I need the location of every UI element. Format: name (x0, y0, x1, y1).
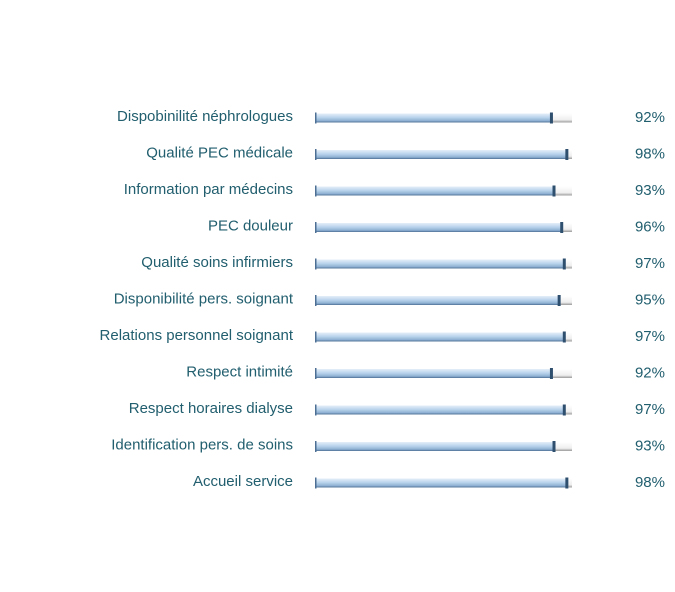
value-label: 92% (635, 109, 665, 126)
category-label: Information par médecins (124, 181, 293, 198)
value-label: 92% (635, 364, 665, 381)
bar-cap (315, 295, 317, 306)
value-label: 98% (635, 474, 665, 491)
bar-cap (315, 185, 317, 197)
category-label: Identification pers. de soins (111, 436, 293, 453)
value-label: 96% (635, 218, 665, 235)
value-label: 97% (635, 255, 665, 272)
bar-cap (315, 331, 317, 343)
bar-end (565, 149, 569, 160)
bar-cap (315, 149, 317, 160)
category-label: Accueil service (193, 473, 293, 490)
value-label: 95% (635, 291, 665, 308)
bar-cap (315, 368, 317, 379)
bar (315, 113, 552, 123)
category-label: Disponibilité pers. soignant (114, 290, 294, 307)
bar (315, 296, 560, 305)
value-label: 93% (635, 182, 665, 199)
value-label: 98% (635, 145, 665, 162)
bar-end (565, 477, 569, 489)
value-label: 93% (635, 437, 665, 454)
bar-cap (315, 477, 317, 489)
bar (315, 186, 555, 196)
bar (315, 150, 567, 159)
bar-cap (315, 441, 317, 452)
category-label: Dispobinilité néphrologues (117, 108, 293, 125)
bar-end (560, 222, 564, 233)
bar (315, 405, 565, 415)
bar-end (549, 112, 553, 124)
bar-end (562, 331, 566, 343)
bar-end (552, 441, 556, 452)
bar-end (552, 185, 556, 197)
bar (315, 442, 555, 451)
category-label: Respect intimité (186, 363, 293, 380)
bar (315, 369, 552, 378)
bar (315, 259, 565, 269)
category-label: Relations personnel soignant (100, 327, 294, 344)
category-label: Qualité PEC médicale (146, 144, 293, 161)
bar (315, 223, 562, 232)
value-label: 97% (635, 401, 665, 418)
bar-cap (315, 258, 317, 270)
bar-cap (315, 404, 317, 416)
bar (315, 478, 567, 488)
bar-end (562, 404, 566, 416)
bar-end (549, 368, 553, 379)
bar-end (557, 295, 561, 306)
category-label: Respect horaires dialyse (129, 400, 293, 417)
bar-cap (315, 112, 317, 124)
bar-end (562, 258, 566, 270)
bar-cap (315, 222, 317, 233)
bar (315, 332, 565, 342)
category-label: PEC douleur (208, 217, 293, 234)
category-label: Qualité soins infirmiers (141, 254, 293, 271)
value-label: 97% (635, 328, 665, 345)
